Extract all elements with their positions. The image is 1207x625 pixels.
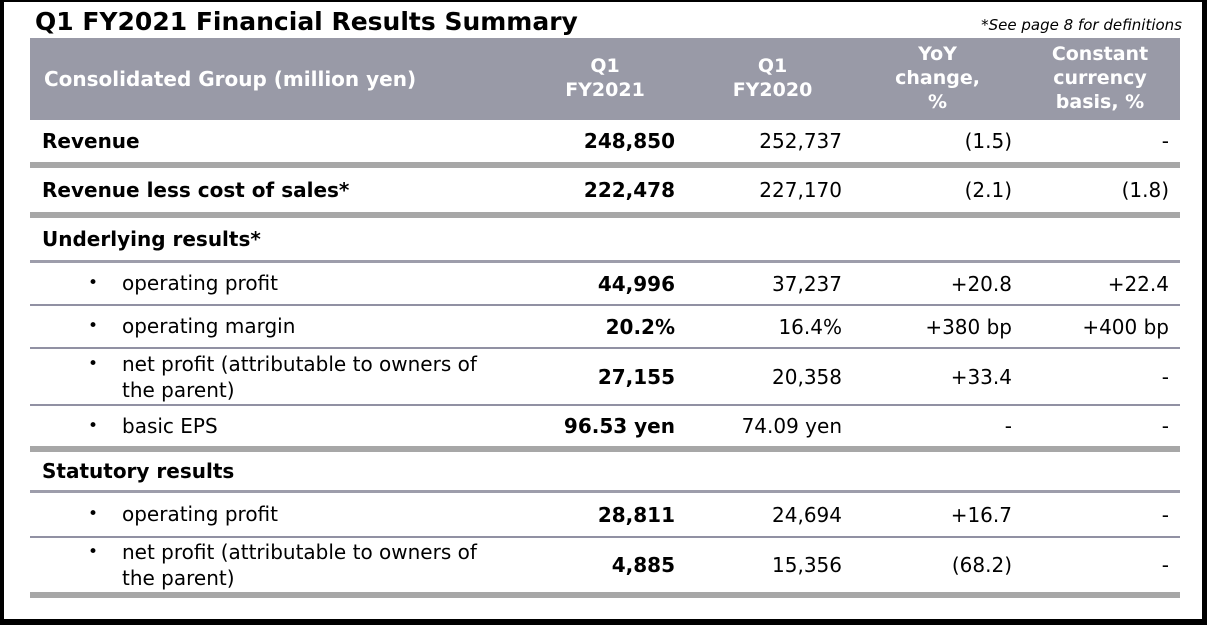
cell-fy2021: 20.2%	[605, 314, 675, 339]
table-row-basic-eps: • basic EPS 96.53 yen 74.09 yen - -	[30, 406, 1180, 446]
cell-fy2020: 24,694	[772, 502, 842, 527]
column-header-q1-fy2021: Q1 FY2021	[565, 55, 645, 101]
cell-fy2021: 248,850	[583, 129, 675, 153]
column-header-yoy-change: YoY change, %	[895, 43, 980, 113]
table-row-statutory-net-profit: • net profit (attributable to owners of …	[30, 538, 1180, 592]
cell-fy2021: 222,478	[583, 178, 675, 202]
divider	[30, 490, 1180, 493]
row-label: • operating profit	[30, 501, 510, 527]
cell-yoy: -	[1004, 414, 1012, 438]
cell-constant-currency: -	[1161, 553, 1169, 577]
cell-fy2020: 37,237	[772, 271, 842, 296]
table-section-underlying-results: Underlying results*	[30, 218, 1180, 260]
cell-yoy: (2.1)	[964, 178, 1012, 202]
cell-constant-currency: -	[1161, 414, 1169, 438]
column-header-constant-currency: Constant currency basis, %	[1051, 43, 1149, 113]
table-row-underlying-operating-margin: • operating margin 20.2% 16.4% +380 bp +…	[30, 306, 1180, 347]
cell-fy2020: 15,356	[772, 553, 842, 577]
bullet-icon: •	[88, 353, 99, 374]
cell-fy2021: 44,996	[597, 271, 675, 296]
row-label: • operating margin	[30, 313, 510, 339]
row-label: Revenue less cost of sales*	[42, 178, 350, 202]
row-label-text: basic EPS	[122, 413, 218, 438]
divider	[30, 347, 1180, 349]
cell-constant-currency: -	[1161, 364, 1169, 389]
divider	[30, 260, 1180, 263]
bullet-icon: •	[88, 504, 99, 525]
divider	[30, 536, 1180, 538]
cell-fy2020: 227,170	[759, 178, 842, 202]
cell-fy2021: 27,155	[597, 364, 675, 389]
cell-constant-currency: (1.8)	[1121, 178, 1169, 202]
bullet-icon: •	[88, 316, 99, 337]
row-label-text: net profit (attributable to owners of th…	[122, 351, 477, 402]
bullet-icon: •	[88, 415, 99, 436]
cell-fy2020: 16.4%	[778, 314, 842, 339]
cell-fy2020: 252,737	[759, 129, 842, 153]
cell-fy2021: 96.53 yen	[563, 414, 675, 438]
title-bar: Q1 FY2021 Financial Results Summary *See…	[4, 2, 1202, 38]
divider	[30, 404, 1180, 406]
divider	[30, 162, 1180, 168]
cell-yoy: (68.2)	[951, 553, 1012, 577]
row-label-text: operating margin	[122, 314, 296, 339]
section-label: Underlying results*	[42, 227, 261, 251]
divider	[30, 592, 1180, 598]
bullet-icon: •	[88, 542, 99, 562]
definitions-note: *See page 8 for definitions	[981, 16, 1182, 34]
table-row-underlying-operating-profit: • operating profit 44,996 37,237 +20.8 +…	[30, 263, 1180, 304]
cell-constant-currency: -	[1161, 502, 1169, 527]
bullet-icon: •	[88, 273, 99, 294]
table-header-row: Consolidated Group (million yen) Q1 FY20…	[30, 38, 1180, 120]
cell-constant-currency: +400 bp	[1082, 314, 1169, 339]
financial-summary-table: Consolidated Group (million yen) Q1 FY20…	[30, 38, 1180, 598]
column-header-q1-fy2020: Q1 FY2020	[732, 55, 813, 101]
divider	[30, 212, 1180, 218]
cell-yoy: +380 bp	[925, 314, 1012, 339]
cell-fy2021: 4,885	[611, 553, 675, 577]
row-label: • net profit (attributable to owners of …	[30, 539, 510, 591]
row-label-text: operating profit	[122, 271, 278, 296]
cell-fy2020: 20,358	[772, 364, 842, 389]
row-label: • net profit (attributable to owners of …	[30, 351, 510, 403]
cell-constant-currency: +22.4	[1107, 271, 1169, 296]
cell-constant-currency: -	[1161, 129, 1169, 153]
table-row-statutory-operating-profit: • operating profit 28,811 24,694 +16.7 -	[30, 493, 1180, 536]
row-label: Revenue	[42, 129, 140, 153]
table-row-revenue: Revenue 248,850 252,737 (1.5) -	[30, 120, 1180, 162]
section-label: Statutory results	[42, 459, 235, 483]
row-label: • operating profit	[30, 270, 510, 296]
divider	[30, 446, 1180, 452]
row-label-text: operating profit	[122, 502, 278, 527]
cell-yoy: +20.8	[950, 271, 1012, 296]
row-label-text: net profit (attributable to owners of th…	[122, 540, 477, 590]
table-section-statutory-results: Statutory results	[30, 452, 1180, 490]
divider	[30, 304, 1180, 306]
cell-fy2021: 28,811	[597, 502, 675, 527]
cell-yoy: +33.4	[950, 364, 1012, 389]
column-header-consolidated-group: Consolidated Group (million yen)	[44, 66, 417, 91]
page-title: Q1 FY2021 Financial Results Summary	[35, 7, 578, 37]
cell-yoy: (1.5)	[964, 129, 1012, 153]
cell-fy2020: 74.09 yen	[741, 414, 842, 438]
row-label: • basic EPS	[30, 413, 510, 439]
table-row-revenue-less-cost-of-sales: Revenue less cost of sales* 222,478 227,…	[30, 168, 1180, 212]
table-row-underlying-net-profit: • net profit (attributable to owners of …	[30, 349, 1180, 404]
cell-yoy: +16.7	[950, 502, 1012, 527]
